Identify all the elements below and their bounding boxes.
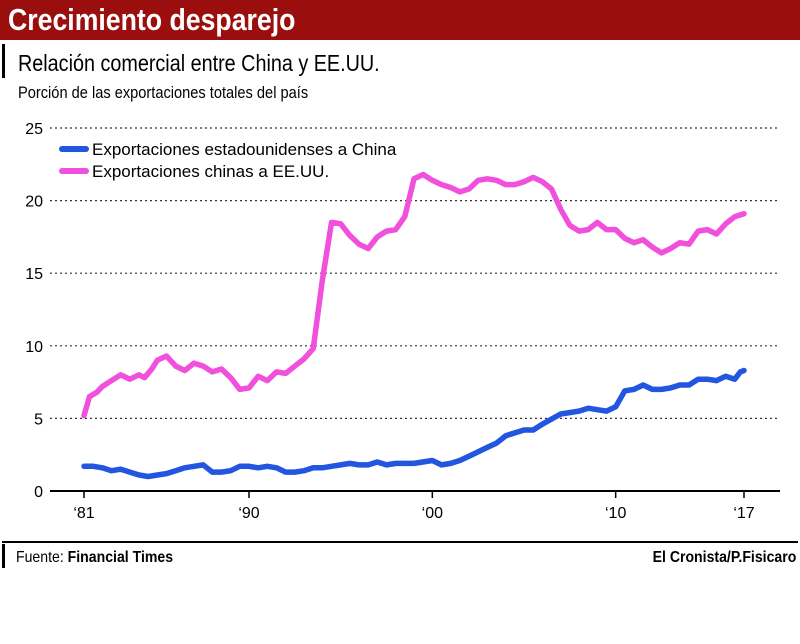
series-lines [81, 171, 747, 480]
source-name: Financial Times [67, 549, 174, 566]
subtitle-accent-bar [2, 44, 5, 78]
chart-description: Porción de las exportaciones totales del… [18, 83, 309, 102]
x-tick-label-2010: ‘10 [605, 505, 626, 522]
x-tick-label-2000: ‘00 [422, 505, 443, 522]
y-tick-label-25: 25 [25, 121, 43, 138]
chart-subtitle: Relación comercial entre China y EE.UU. [18, 50, 380, 76]
y-tick-label-0: 0 [34, 484, 43, 501]
series-line-china-to-us [81, 171, 747, 419]
legend-label-china-to-us: Exportaciones chinas a EE.UU. [92, 162, 329, 181]
y-tick-label-5: 5 [34, 411, 43, 428]
y-tick-label-15: 15 [25, 266, 43, 283]
source-note: Fuente: Financial Times [16, 548, 173, 568]
footer-divider [2, 541, 798, 543]
line-chart: 0 5 10 15 20 25 ‘81 ‘90 ‘00 ‘10 ‘17 Exportaciones… [25, 121, 780, 522]
y-tick-label-20: 20 [25, 194, 43, 211]
y-axis-labels: 0 5 10 15 20 25 [25, 121, 43, 501]
x-axis: ‘81 ‘90 ‘00 ‘10 ‘17 [73, 491, 755, 522]
x-tick-label-1981: ‘81 [73, 505, 94, 522]
footer-accent-bar [2, 544, 5, 568]
legend-label-us-to-china: Exportaciones estadounidenses a China [92, 140, 397, 159]
gridlines [50, 127, 780, 492]
x-tick-label-2017: ‘17 [733, 505, 754, 522]
series-line-us-to-china [81, 367, 747, 480]
y-tick-label-10: 10 [25, 339, 43, 356]
title-banner [0, 0, 800, 40]
legend: Exportaciones estadounidenses a China Exp… [59, 140, 397, 181]
chart-headline: Crecimiento desparejo [8, 2, 296, 37]
x-tick-label-1990: ‘90 [238, 505, 259, 522]
source-label: Fuente: [16, 549, 64, 566]
author-credit: El Cronista/P.Fisicaro [652, 549, 796, 566]
